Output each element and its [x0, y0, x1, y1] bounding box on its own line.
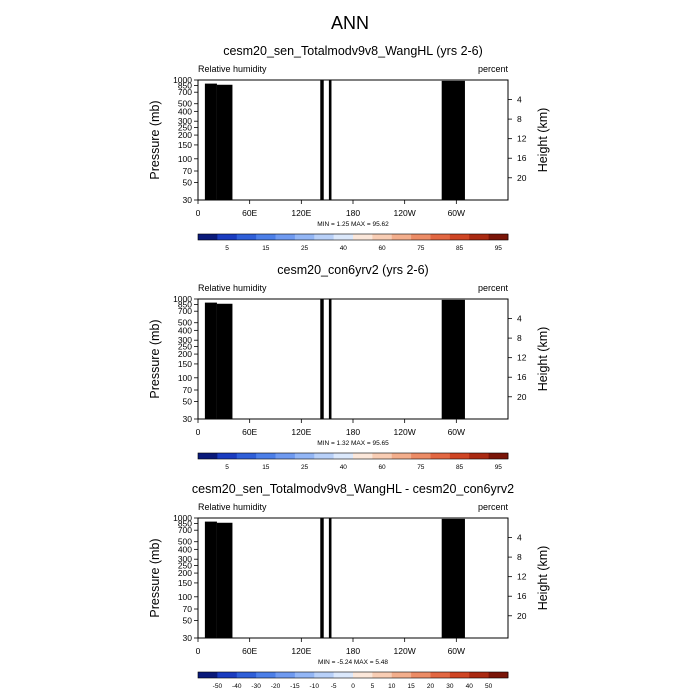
y-axis-title: Pressure (mb)	[148, 100, 162, 179]
colorbar-swatch	[488, 234, 509, 240]
y-tick-label: 1000	[173, 75, 192, 85]
colorbar-swatch	[372, 234, 393, 240]
height-tick-label: 12	[517, 134, 527, 144]
panel-title: cesm20_sen_Totalmodv9v8_WangHL (yrs 2-6)	[223, 44, 483, 58]
x-tick-label: 120E	[291, 208, 311, 218]
y-tick-label: 150	[178, 140, 192, 150]
colorbar-label: 25	[301, 245, 309, 252]
colorbar-swatch	[353, 234, 373, 240]
colorbar-label: 5	[225, 245, 229, 252]
colorbar-swatch	[217, 234, 238, 240]
colorbar-swatch	[236, 234, 257, 240]
x-tick-label: 0	[196, 208, 201, 218]
y-tick-label: 850	[178, 81, 192, 91]
y-tick-label: 400	[178, 106, 192, 116]
colorbar-swatch	[411, 234, 431, 240]
terrain-block	[204, 83, 217, 200]
colorbar-swatch	[430, 234, 451, 240]
colorbar-swatch	[333, 234, 354, 240]
y-tick-label: 700	[178, 87, 192, 97]
colorbar-swatch	[294, 234, 315, 240]
terrain-block	[441, 80, 465, 200]
panel-variable-label: Relative humidity	[198, 64, 267, 74]
chart-panel-1: cesm20_sen_Totalmodv9v8_WangHL (yrs 2-6)…	[148, 44, 550, 252]
x-tick-label: 60E	[242, 208, 257, 218]
colorbar-label: 60	[378, 245, 386, 252]
panel-variable-label: Relative humidity	[198, 283, 267, 293]
colorbar: 5 15 25 40 60 75 85 95	[197, 233, 509, 252]
colorbar-swatch	[275, 234, 296, 240]
y-tick-label: 500	[178, 99, 192, 109]
y-tick-label: 250	[178, 122, 192, 132]
terrain-block	[216, 84, 233, 200]
colorbar-label: 75	[417, 245, 425, 252]
colorbar-swatch	[469, 234, 490, 240]
colorbar-swatch	[256, 234, 276, 240]
y-axis-right-title: Height (km)	[536, 108, 550, 173]
colorbar-swatch	[449, 234, 470, 240]
x-tick-label: 120W	[394, 208, 416, 218]
panel-units-label: percent	[478, 64, 509, 74]
y-tick-label: 300	[178, 116, 192, 126]
y-tick-label: 70	[183, 166, 193, 176]
y-tick-label: 30	[183, 195, 193, 205]
terrain-block	[328, 80, 332, 200]
y-tick-label: 200	[178, 130, 192, 140]
colorbar-frame	[197, 233, 509, 241]
figure-title: ANN	[331, 13, 369, 33]
colorbar-label: 15	[262, 245, 270, 252]
height-tick-label: 4	[517, 95, 522, 105]
terrain-block	[320, 80, 324, 200]
colorbar-swatch	[314, 234, 335, 240]
colorbar-label: 85	[456, 245, 464, 252]
panel-stats: MIN = 1.25 MAX = 95.62	[317, 221, 389, 228]
colorbar-swatch	[391, 234, 412, 240]
x-tick-label: 60W	[448, 208, 465, 218]
terrain-mask	[204, 80, 465, 200]
panel-units-label: percent	[478, 283, 509, 293]
colorbar-swatch	[198, 234, 218, 240]
y-tick-label: 50	[183, 178, 193, 188]
colorbar-label: 95	[495, 245, 503, 252]
height-tick-label: 8	[517, 114, 522, 124]
colorbar-label: 40	[340, 245, 348, 252]
panel-title: cesm20_con6yrv2 (yrs 2-6)	[277, 263, 428, 277]
height-tick-label: 20	[517, 173, 527, 183]
x-tick-label: 180	[346, 208, 360, 218]
y-tick-label: 100	[178, 154, 192, 164]
chart-panel-2: cesm20_con6yrv2 (yrs 2-6) Relative humidi…	[148, 263, 550, 471]
height-tick-label: 16	[517, 153, 527, 163]
